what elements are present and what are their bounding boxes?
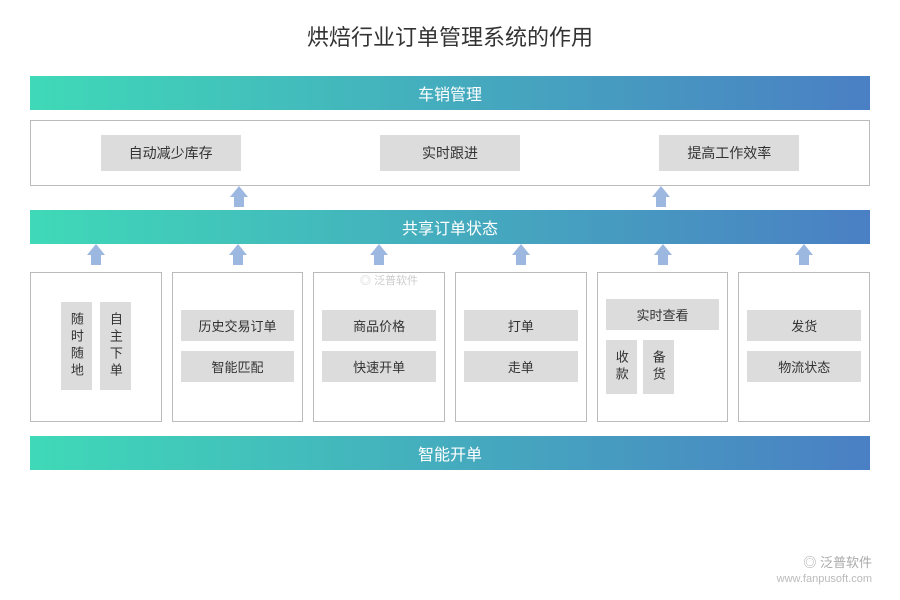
feature-card: 历史交易订单智能匹配 [172,272,304,422]
feature-pill: 商品价格 [322,310,436,341]
arrow-up-icon [229,244,247,268]
arrow-up-icon [652,186,670,210]
arrow-row-lower [30,244,870,268]
feature-pill: 发货 [747,310,861,341]
feature-card: 打单走单 [455,272,587,422]
feature-pill: 实时跟进 [380,135,520,171]
feature-pill: 自动减少库存 [101,135,241,171]
band-top: 车销管理 [30,76,870,110]
band-bottom: 智能开单 [30,436,870,470]
feature-pill: 实时查看 [606,299,720,330]
feature-card: 发货物流状态 [738,272,870,422]
feature-card: 随时随地自主下单 [30,272,162,422]
feature-pill: 智能匹配 [181,351,295,382]
arrow-up-icon [512,244,530,268]
arrow-up-icon [87,244,105,268]
arrow-up-icon [230,186,248,210]
arrow-up-icon [795,244,813,268]
cards-row: 随时随地自主下单历史交易订单智能匹配商品价格快速开单打单走单实时查看收款备货发货… [30,272,870,422]
feature-pill: 物流状态 [747,351,861,382]
feature-pill: 收款 [606,340,637,394]
band-middle: 共享订单状态 [30,210,870,244]
top-feature-box: 自动减少库存 实时跟进 提高工作效率 [30,120,870,186]
watermark-center: ◎ 泛普软件 [360,272,418,288]
watermark: ◎ 泛普软件 www.fanpusoft.com [777,555,872,586]
arrow-up-icon [654,244,672,268]
feature-pill: 提高工作效率 [659,135,799,171]
page-title: 烘焙行业订单管理系统的作用 [30,20,870,52]
feature-pill: 随时随地 [61,302,92,390]
arrow-up-icon [370,244,388,268]
feature-pill: 历史交易订单 [181,310,295,341]
feature-card: 实时查看收款备货 [597,272,729,422]
feature-pill: 快速开单 [322,351,436,382]
feature-pill: 打单 [464,310,578,341]
feature-card: 商品价格快速开单 [313,272,445,422]
arrow-row-upper [30,186,870,210]
feature-pill: 备货 [643,340,674,394]
feature-pill: 自主下单 [100,302,131,390]
feature-pill: 走单 [464,351,578,382]
